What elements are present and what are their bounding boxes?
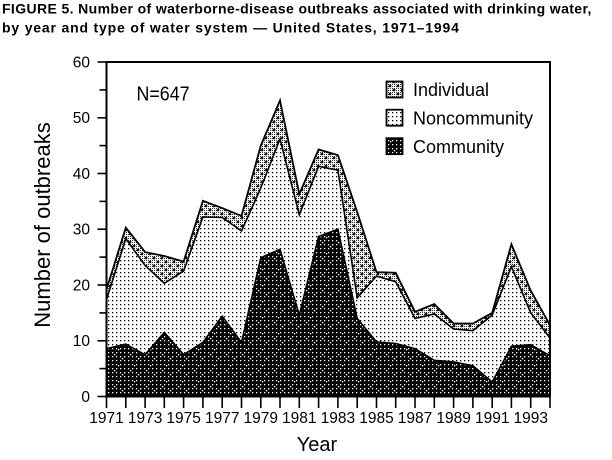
svg-text:1991: 1991 [475, 410, 509, 427]
svg-text:1985: 1985 [359, 410, 393, 427]
svg-text:10: 10 [73, 333, 91, 350]
svg-text:1987: 1987 [398, 410, 432, 427]
svg-text:1989: 1989 [436, 410, 470, 427]
svg-text:1977: 1977 [205, 410, 239, 427]
svg-text:1979: 1979 [244, 410, 278, 427]
svg-text:1973: 1973 [128, 410, 162, 427]
svg-text:1993: 1993 [513, 410, 547, 427]
svg-text:N=647: N=647 [137, 83, 190, 105]
svg-text:1983: 1983 [321, 410, 355, 427]
svg-text:Year: Year [297, 434, 338, 456]
svg-text:FIGURE 5. Number of waterborne: FIGURE 5. Number of waterborne-disease o… [2, 1, 592, 17]
svg-text:by year and type of water syst: by year and type of water system — Unite… [2, 20, 460, 36]
svg-text:1975: 1975 [166, 410, 200, 427]
svg-text:Noncommunity: Noncommunity [413, 108, 533, 128]
svg-text:0: 0 [81, 389, 90, 406]
svg-text:1981: 1981 [282, 410, 316, 427]
svg-text:20: 20 [73, 277, 91, 294]
svg-text:Community: Community [413, 137, 504, 157]
svg-text:Number of outbreaks: Number of outbreaks [30, 122, 55, 327]
svg-text:Individual: Individual [413, 80, 489, 100]
svg-text:50: 50 [73, 110, 91, 127]
svg-text:60: 60 [73, 54, 91, 71]
svg-text:1971: 1971 [89, 410, 123, 427]
svg-text:30: 30 [73, 222, 91, 239]
svg-text:40: 40 [73, 166, 91, 183]
